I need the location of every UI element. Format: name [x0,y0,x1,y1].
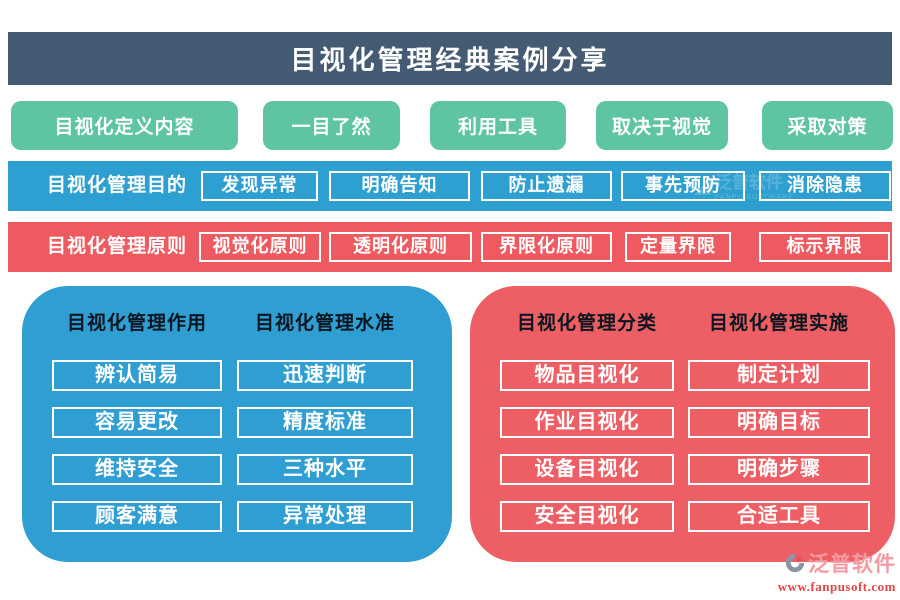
role-item-easy-change[interactable]: 容易更改 [52,407,222,438]
fanpu-logo: 泛普软件 www.fanpusoft.com [758,548,896,595]
level-item-three-levels[interactable]: 三种水平 [237,454,413,485]
class-item-operation-visualization[interactable]: 作业目视化 [500,407,674,438]
right-panel-title-classification: 目视化管理分类 [516,313,657,334]
left-panel-title-level: 目视化管理水准 [254,313,395,334]
impl-item-make-plan[interactable]: 制定计划 [688,360,870,391]
level-item-precision-standard[interactable]: 精度标准 [237,407,413,438]
depends-on-vision-button[interactable]: 取决于视觉 [596,101,728,150]
purpose-item-eliminate-hazards[interactable]: 消除隐患 [759,171,891,201]
purpose-item-clear-notice[interactable]: 明确告知 [329,171,470,201]
at-a-glance-button[interactable]: 一目了然 [263,101,400,150]
definition-content-button[interactable]: 目视化定义内容 [11,101,238,150]
left-panel: 目视化管理作用 目视化管理水准 辨认简易 容易更改 维持安全 顾客满意 迅速判断… [22,286,452,562]
right-panel-title-implementation: 目视化管理实施 [708,313,849,334]
watermark: ◢ 泛普软件 FANPU SOFTWARE [694,172,794,202]
principle-item-boundary[interactable]: 界限化原则 [481,232,612,262]
purpose-item-prevent-omission[interactable]: 防止遗漏 [481,171,612,201]
fanpu-logo-brand: 泛普软件 [808,553,896,576]
fanpu-logo-url: www.fanpusoft.com [777,579,896,594]
principle-item-visualization[interactable]: 视觉化原则 [199,232,321,262]
watermark-subtext: FANPU SOFTWARE [714,194,794,201]
take-measures-button[interactable]: 采取对策 [762,101,893,150]
page-title: 目视化管理经典案例分享 [290,45,610,75]
principle-item-quantitative-limit[interactable]: 定量界限 [625,232,731,262]
purpose-bar: 目视化管理目的 发现异常 明确告知 防止遗漏 事先预防 消除隐患 ◢ 泛普软件 … [8,161,892,211]
level-item-rapid-judgement[interactable]: 迅速判断 [237,360,413,391]
watermark-brand: 泛普软件 [714,173,783,192]
watermark-logo-icon: ◢ [694,172,711,197]
left-panel-title-role: 目视化管理作用 [66,313,207,334]
principle-item-transparency[interactable]: 透明化原则 [329,232,472,262]
role-item-maintain-safety[interactable]: 维持安全 [52,454,222,485]
level-item-abnormal-handling[interactable]: 异常处理 [237,501,413,532]
page-title-bar: 目视化管理经典案例分享 [8,32,892,85]
class-item-object-visualization[interactable]: 物品目视化 [500,360,674,391]
class-item-safety-visualization[interactable]: 安全目视化 [500,501,674,532]
impl-item-clear-goal[interactable]: 明确目标 [688,407,870,438]
role-item-easy-identify[interactable]: 辨认简易 [52,360,222,391]
use-tools-button[interactable]: 利用工具 [430,101,566,150]
fanpu-logo-icon [784,552,806,574]
principle-item-marking-limit[interactable]: 标示界限 [759,232,890,262]
role-item-customer-satisfaction[interactable]: 顾客满意 [52,501,222,532]
principle-bar-label: 目视化管理原则 [47,236,188,257]
class-item-equipment-visualization[interactable]: 设备目视化 [500,454,674,485]
purpose-item-advance-prevention[interactable]: 事先预防 [621,171,745,201]
right-panel: 目视化管理分类 目视化管理实施 物品目视化 作业目视化 设备目视化 安全目视化 … [470,286,895,562]
impl-item-clear-steps[interactable]: 明确步骤 [688,454,870,485]
principle-bar: 目视化管理原则 视觉化原则 透明化原则 界限化原则 定量界限 标示界限 [8,222,892,272]
impl-item-suitable-tools[interactable]: 合适工具 [688,501,870,532]
purpose-bar-label: 目视化管理目的 [47,175,188,196]
purpose-item-find-abnormal[interactable]: 发现异常 [201,171,318,201]
